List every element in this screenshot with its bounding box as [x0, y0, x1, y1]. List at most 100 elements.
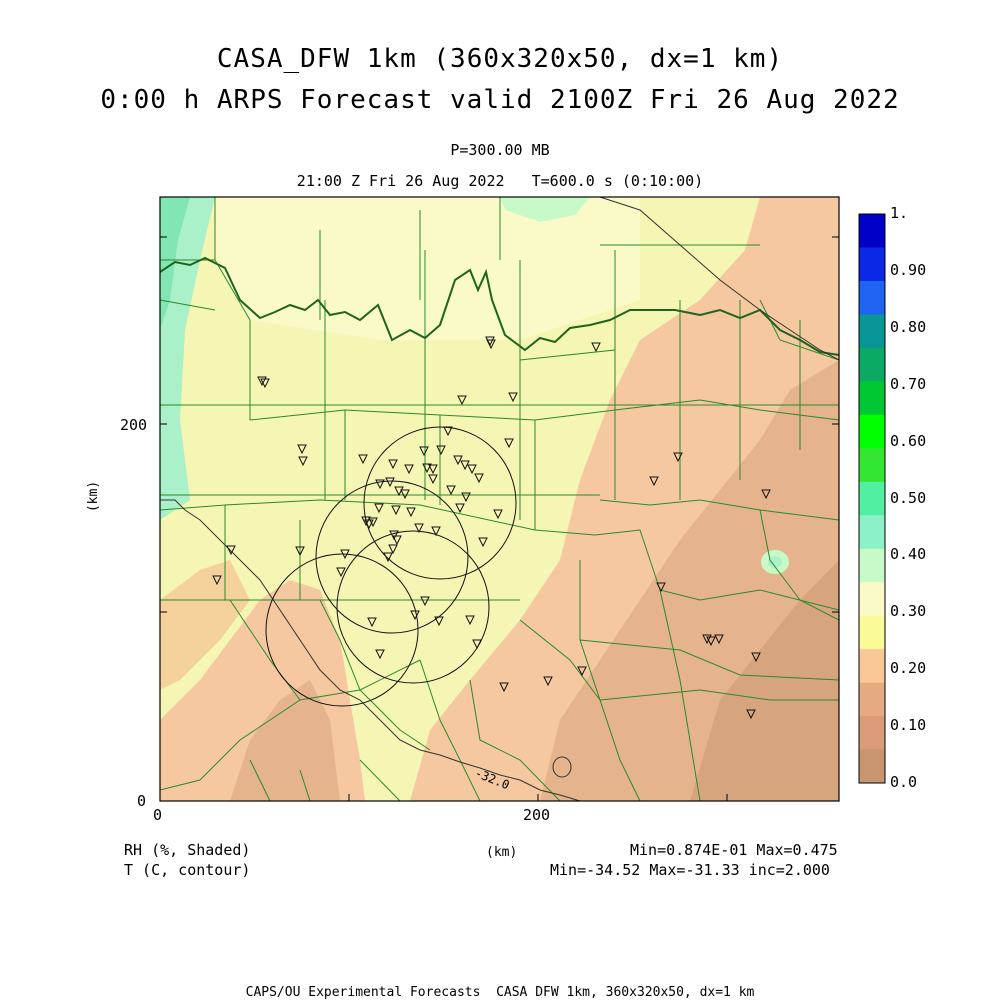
- station-marker: [714, 634, 724, 645]
- station-marker: [431, 526, 441, 537]
- station-marker: [591, 342, 601, 353]
- colorbar-label: 0.30: [890, 602, 927, 621]
- station-marker: [702, 634, 712, 645]
- station-marker: [383, 552, 393, 563]
- station-marker: [392, 535, 402, 546]
- station-marker: [385, 477, 395, 488]
- station-marker: [461, 492, 471, 503]
- title-line-1: CASA_DFW 1km (360x320x50, dx=1 km): [216, 44, 784, 74]
- colorbar-swatch: [859, 381, 885, 416]
- station-marker: [577, 666, 587, 677]
- station-marker: [504, 438, 514, 449]
- axis-ticks: [160, 236, 839, 801]
- station-marker: [336, 567, 346, 578]
- station-marker: [486, 339, 496, 350]
- station-marker: [443, 426, 453, 437]
- colorbar-swatch: [859, 347, 885, 382]
- colorbar-swatch: [859, 414, 885, 449]
- station-marker: [428, 474, 438, 485]
- station-marker: [340, 549, 350, 560]
- station-marker: [414, 523, 424, 534]
- radar-range-rings: [265, 426, 517, 707]
- colorbar-swatch: [859, 214, 885, 248]
- station-marker: [460, 460, 470, 471]
- station-marker: [656, 582, 666, 593]
- station-marker: [295, 546, 305, 557]
- station-marker: [446, 485, 456, 496]
- y-axis-label: (km): [86, 480, 102, 513]
- colorbar-swatch: [859, 682, 885, 717]
- station-marker: [508, 392, 518, 403]
- station-marker: [388, 544, 398, 555]
- station-marker: [389, 530, 399, 541]
- x-tick-200: 200: [523, 806, 551, 824]
- colorbar-swatch: [859, 448, 885, 483]
- station-marker: [406, 507, 416, 518]
- t-min-max: Min=-34.52 Max=-31.33 inc=2.000: [550, 861, 830, 879]
- station-marker: [478, 537, 488, 548]
- station-marker: [375, 479, 385, 490]
- station-marker: [499, 682, 509, 693]
- station-marker: [457, 395, 467, 406]
- colorbar-label: 1.: [890, 204, 909, 222]
- colorbar: [858, 213, 886, 784]
- y-tick-200: 200: [120, 416, 148, 434]
- rh-shading: [160, 197, 839, 801]
- station-marker: [746, 709, 756, 720]
- colorbar-swatch: [859, 615, 885, 650]
- station-marker: [436, 445, 446, 456]
- credits: CAPS/OU Experimental Forecasts CASA DFW …: [245, 985, 755, 1000]
- colorbar-label: 0.10: [890, 716, 927, 735]
- station-marker: [428, 464, 438, 475]
- station-marker: [404, 464, 414, 475]
- station-marker: [493, 509, 503, 520]
- colorbar-swatch: [859, 582, 885, 617]
- plot-frame: [159, 196, 840, 802]
- colorbar-label: 0.60: [890, 431, 927, 450]
- station-marker: [226, 545, 236, 556]
- station-marker: [374, 503, 384, 514]
- colorbar-swatch: [859, 649, 885, 684]
- colorbar-swatch: [859, 481, 885, 516]
- colorbar-swatch: [859, 749, 885, 784]
- station-marker: [375, 649, 385, 660]
- station-marker: [455, 503, 465, 514]
- station-marker: [434, 616, 444, 627]
- station-marker: [400, 489, 410, 500]
- station-marker: [465, 615, 475, 626]
- colorbar-swatch: [859, 548, 885, 583]
- station-marker: [467, 464, 477, 475]
- station-marker: [361, 516, 371, 527]
- title-line-2: 0:00 h ARPS Forecast valid 2100Z Fri 26 …: [100, 85, 900, 115]
- red-river-boundary: [160, 256, 839, 356]
- temperature-contours: [160, 197, 839, 801]
- x-tick-0: 0: [153, 806, 163, 824]
- colorbar-swatch: [859, 314, 885, 349]
- station-marker: [257, 376, 267, 387]
- colorbar-swatch: [859, 716, 885, 751]
- y-tick-0: 0: [137, 792, 147, 810]
- station-marker: [751, 652, 761, 663]
- colorbar-label: 0.0: [890, 773, 918, 791]
- station-marker: [388, 459, 398, 470]
- colorbar-label: 0.70: [890, 374, 927, 393]
- station-marker: [410, 610, 420, 621]
- station-marker: [474, 473, 484, 484]
- colorbar-label: 0.20: [890, 659, 927, 678]
- colorbar-label: 0.50: [890, 488, 927, 507]
- field-rh: RH (%, Shaded): [124, 841, 251, 859]
- station-marker: [706, 636, 716, 647]
- station-marker: [673, 452, 683, 463]
- station-marker: [297, 444, 307, 455]
- colorbar-swatch: [859, 515, 885, 550]
- rh-min-max: Min=0.874E-01 Max=0.475: [630, 841, 838, 859]
- station-marker: [472, 639, 482, 650]
- pressure-level: P=300.00 MB: [450, 141, 550, 159]
- valid-time: 21:00 Z Fri 26 Aug 2022 T=600.0 s (0:10:…: [296, 172, 704, 190]
- station-marker: [368, 517, 378, 528]
- station-marker: [419, 446, 429, 457]
- station-marker: [761, 489, 771, 500]
- x-axis-label: (km): [486, 845, 518, 860]
- station-marker: [260, 378, 270, 389]
